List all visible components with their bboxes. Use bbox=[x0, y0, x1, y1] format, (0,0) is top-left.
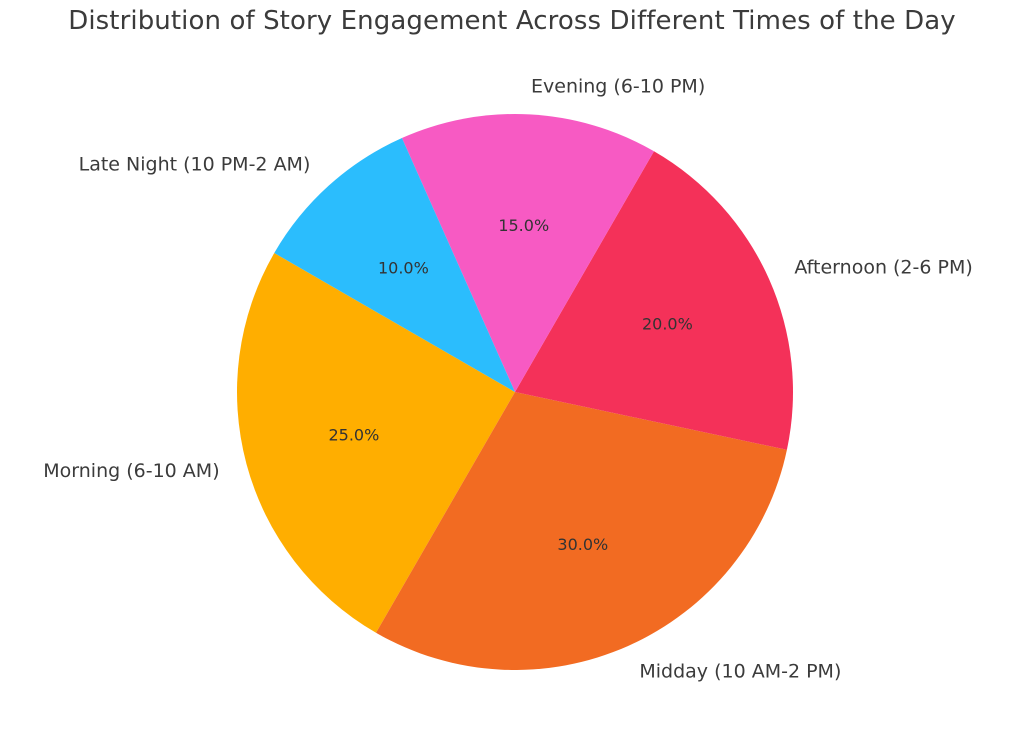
slice-category-label: Late Night (10 PM-2 AM) bbox=[79, 154, 311, 176]
slice-percent-label: 25.0% bbox=[328, 426, 379, 445]
slice-category-label: Morning (6-10 AM) bbox=[43, 460, 219, 482]
slice-category-label: Midday (10 AM-2 PM) bbox=[639, 660, 841, 682]
chart-title: Distribution of Story Engagement Across … bbox=[68, 6, 956, 36]
pie-slice-5 bbox=[274, 138, 515, 392]
slice-percent-label: 20.0% bbox=[642, 315, 693, 334]
slice-percent-label: 15.0% bbox=[498, 216, 549, 235]
slice-percent-label: 30.0% bbox=[557, 535, 608, 554]
slice-percent-label: 10.0% bbox=[378, 259, 429, 278]
pie-slice-2 bbox=[376, 392, 787, 670]
slice-category-label: Evening (6-10 PM) bbox=[531, 76, 705, 98]
pie-slice-4 bbox=[401, 113, 654, 392]
slice-category-label: Afternoon (2-6 PM) bbox=[794, 257, 972, 279]
pie-slice-1 bbox=[236, 253, 515, 633]
pie-slice-3 bbox=[515, 151, 794, 450]
